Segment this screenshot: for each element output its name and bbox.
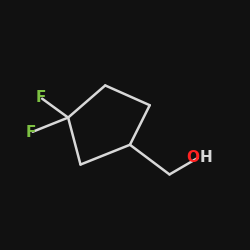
Text: F: F bbox=[26, 125, 36, 140]
Text: H: H bbox=[199, 150, 212, 165]
Text: O: O bbox=[186, 150, 199, 165]
Text: F: F bbox=[36, 90, 46, 105]
